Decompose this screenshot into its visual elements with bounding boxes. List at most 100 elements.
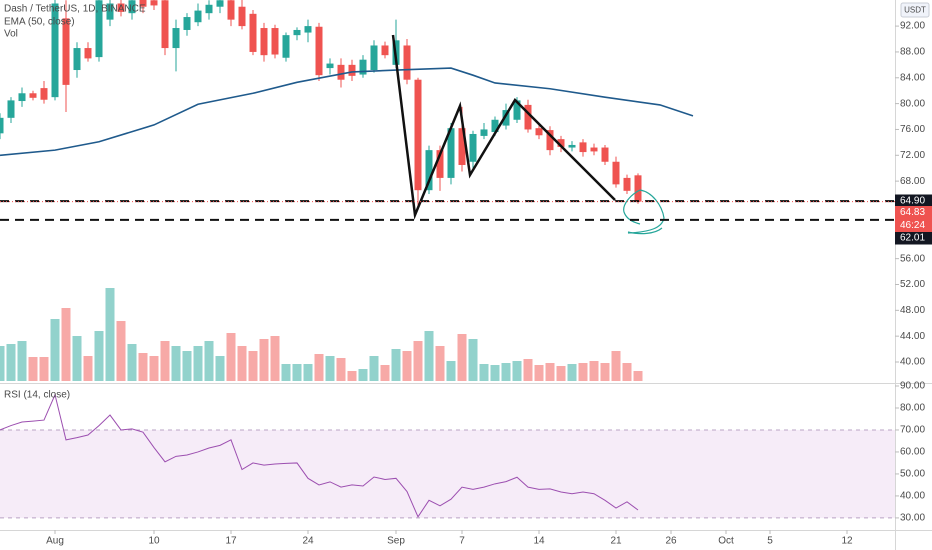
volume-bar <box>567 364 577 381</box>
y-tick-label: 56.00 <box>900 253 925 264</box>
volume-bar <box>600 363 610 381</box>
candle-body <box>513 100 521 120</box>
volume-bar <box>259 339 269 381</box>
candle-body <box>634 175 642 202</box>
volume-bar <box>556 366 566 381</box>
volume-bar <box>413 341 423 381</box>
candle-body <box>139 0 147 7</box>
volume-bar <box>501 363 511 381</box>
volume-bar <box>270 336 280 381</box>
volume-bar <box>94 331 104 381</box>
volume-bar <box>83 356 93 381</box>
rsi-tick-label: 30.00 <box>900 513 925 524</box>
rsi-tick-label: 90.00 <box>900 381 925 392</box>
volume-bar <box>281 364 291 381</box>
y-tick-label: 76.00 <box>900 124 925 135</box>
hand-drawn-circle <box>623 189 665 235</box>
volume-bar <box>457 334 467 381</box>
y-tick-label: 72.00 <box>900 150 925 161</box>
volume-bar <box>127 344 137 381</box>
candle-body <box>18 93 26 102</box>
candle-body <box>62 18 70 85</box>
candle-body <box>590 147 598 152</box>
y-tick-label: 80.00 <box>900 98 925 109</box>
volume-bar <box>446 361 456 381</box>
volume-bar <box>402 351 412 381</box>
candle-body <box>117 3 125 12</box>
candle-body <box>40 88 48 100</box>
candle-body <box>106 3 114 20</box>
candle-body <box>370 45 378 71</box>
candle-body <box>315 26 323 76</box>
volume-bar <box>248 351 258 381</box>
x-tick-label: 7 <box>459 536 465 547</box>
drawings <box>391 34 665 235</box>
x-tick-label: 17 <box>225 536 237 547</box>
countdown-label: 46:24 <box>900 220 925 231</box>
candle-body <box>535 128 543 136</box>
candle-body <box>0 117 4 134</box>
level-label: 62.01 <box>900 233 925 244</box>
x-tick-label: 24 <box>302 536 314 547</box>
y-tick-label: 52.00 <box>900 279 925 290</box>
volume-bar <box>292 364 302 381</box>
rsi-tick-label: 60.00 <box>900 447 925 458</box>
volume-bar <box>369 356 379 381</box>
volume-bar <box>347 371 357 381</box>
candle-body <box>436 150 444 178</box>
rsi-tick-label: 70.00 <box>900 425 925 436</box>
candle-body <box>403 45 411 80</box>
volume-pane <box>0 288 643 381</box>
candle-body <box>579 142 587 153</box>
x-tick-label: 12 <box>841 536 853 547</box>
volume-bar <box>149 356 159 381</box>
y-tick-label: 68.00 <box>900 176 925 187</box>
volume-bar <box>0 346 5 381</box>
x-tick-label: Aug <box>46 536 64 547</box>
candle-body <box>7 100 15 118</box>
rsi-tick-label: 40.00 <box>900 491 925 502</box>
volume-bar <box>237 346 247 381</box>
candle-body <box>238 6 246 27</box>
volume-bar <box>17 341 27 381</box>
y-tick-label: 84.00 <box>900 72 925 83</box>
candle-body <box>601 147 609 162</box>
candle-body <box>73 48 81 71</box>
volume-bar <box>6 344 16 381</box>
candle-body <box>249 13 257 52</box>
candle-body <box>612 161 620 185</box>
candle-body <box>293 29 301 36</box>
currency-badge <box>900 2 930 18</box>
volume-bar <box>633 371 643 381</box>
x-tick-label: Sep <box>387 536 405 547</box>
candle-body <box>502 110 510 126</box>
volume-bar <box>424 331 434 381</box>
ema-legend: EMA (50, close) <box>4 17 75 28</box>
candle-body <box>480 129 488 136</box>
axes: 92.00 88.00 84.00 80.00 76.00 72.00 68.00 56.00… <box>46 21 925 547</box>
y-tick-label: 40.00 <box>900 357 925 368</box>
currency-label: USDT <box>904 6 926 15</box>
candle-body <box>194 10 202 23</box>
rsi-pane <box>0 393 895 519</box>
volume-bar <box>39 357 49 381</box>
candle-body <box>381 45 389 56</box>
candle-body <box>458 128 466 165</box>
volume-bar <box>50 319 60 381</box>
candle-body <box>227 0 235 20</box>
y-tick-label: 48.00 <box>900 305 925 316</box>
candle-body <box>205 4 213 14</box>
volume-bar <box>336 358 346 381</box>
volume-bar <box>479 364 489 381</box>
candle-body <box>271 28 279 55</box>
chart-title: Dash / TetherUS, 1D, BINANCE <box>4 4 146 15</box>
volume-bar <box>380 365 390 381</box>
y-tick-label: 92.00 <box>900 21 925 32</box>
rsi-line <box>0 393 639 518</box>
volume-bar <box>182 351 192 381</box>
candle-body <box>95 0 103 58</box>
volume-bar <box>490 365 500 381</box>
rsi-tick-label: 80.00 <box>900 403 925 414</box>
candle-body <box>568 144 576 148</box>
